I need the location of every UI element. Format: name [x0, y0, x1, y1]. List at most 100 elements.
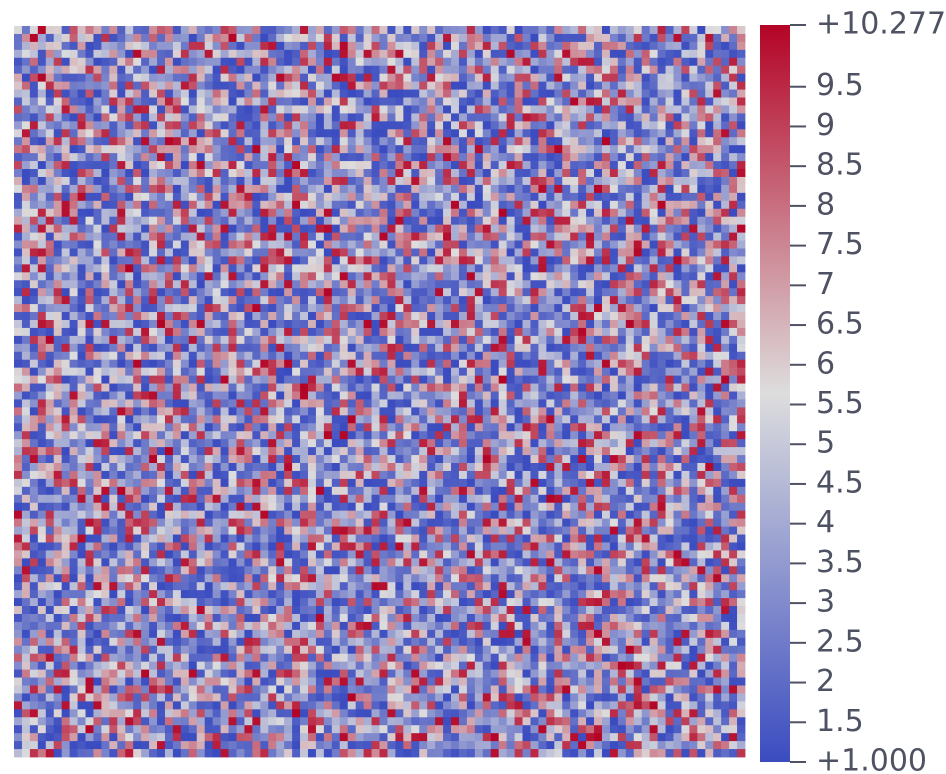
- cell: [21, 57, 31, 67]
- cell: [729, 176, 738, 186]
- cell: [307, 447, 317, 456]
- cell: [617, 248, 627, 257]
- cell: [737, 288, 746, 297]
- cell: [395, 288, 404, 297]
- cell: [586, 176, 595, 186]
- cell: [133, 176, 142, 186]
- cell: [673, 216, 682, 226]
- cell: [427, 288, 436, 297]
- cell: [172, 41, 182, 51]
- cell: [276, 312, 285, 321]
- cell: [673, 391, 682, 400]
- cell: [673, 208, 682, 218]
- cell: [260, 256, 269, 265]
- cell: [85, 26, 94, 35]
- cell: [379, 264, 388, 273]
- cell: [157, 192, 166, 202]
- cell: [149, 73, 158, 83]
- cell: [554, 81, 563, 90]
- cell: [125, 327, 134, 337]
- cell: [601, 312, 611, 321]
- cell: [212, 161, 221, 170]
- cell: [347, 264, 357, 273]
- cell: [522, 97, 531, 106]
- cell: [625, 272, 635, 281]
- cell: [363, 335, 372, 345]
- cell: [562, 81, 571, 90]
- cell: [371, 200, 380, 210]
- cell: [244, 288, 253, 297]
- cell: [276, 49, 285, 59]
- cell: [276, 391, 285, 400]
- cell: [204, 256, 214, 265]
- cell: [53, 272, 63, 281]
- cell: [578, 129, 587, 138]
- cell: [498, 304, 508, 313]
- cell: [594, 327, 603, 337]
- cell: [665, 431, 674, 440]
- cell: [157, 359, 166, 369]
- cell: [633, 208, 643, 218]
- cell: [188, 415, 198, 424]
- cell: [387, 399, 396, 408]
- cell: [705, 256, 714, 265]
- cell: [546, 41, 555, 51]
- cell: [633, 367, 643, 377]
- cell: [371, 208, 380, 218]
- cell: [435, 161, 444, 170]
- cell: [180, 161, 190, 170]
- cell: [721, 327, 730, 337]
- cell: [665, 121, 674, 130]
- cell: [339, 359, 349, 369]
- cell: [14, 129, 23, 138]
- cell: [149, 383, 158, 392]
- cell: [641, 224, 651, 233]
- cell: [625, 264, 635, 273]
- cell: [307, 256, 317, 265]
- cell: [427, 391, 436, 400]
- cell: [141, 224, 150, 233]
- cell: [204, 33, 214, 43]
- cell: [379, 423, 388, 432]
- cell: [474, 407, 484, 416]
- cell: [490, 216, 500, 226]
- cell: [133, 73, 142, 83]
- cell: [220, 304, 229, 313]
- cell: [466, 288, 476, 297]
- cell: [395, 145, 404, 154]
- cell: [149, 351, 158, 361]
- cell: [363, 169, 372, 178]
- cell: [363, 73, 372, 83]
- cell: [85, 367, 94, 377]
- cell: [522, 264, 531, 273]
- cell: [443, 256, 452, 265]
- cell: [172, 208, 182, 218]
- cell: [196, 192, 206, 202]
- cell: [21, 272, 31, 281]
- cell: [427, 264, 436, 273]
- cell: [164, 391, 174, 400]
- cell: [641, 89, 651, 98]
- cell: [141, 431, 150, 440]
- cell: [244, 256, 253, 265]
- cell: [673, 319, 682, 329]
- cell: [212, 216, 221, 226]
- cell: [458, 359, 468, 369]
- cell: [617, 383, 627, 392]
- cell: [657, 129, 666, 138]
- cell: [403, 145, 412, 154]
- cell: [141, 129, 150, 138]
- cell: [363, 312, 372, 321]
- cell: [713, 208, 722, 218]
- cell: [729, 65, 738, 75]
- cell: [411, 176, 420, 186]
- cell: [133, 407, 142, 416]
- cell: [61, 224, 71, 233]
- cell: [411, 216, 420, 226]
- cell: [14, 176, 23, 186]
- cell: [498, 113, 508, 122]
- cell: [466, 335, 476, 345]
- cell: [188, 105, 198, 114]
- cell: [633, 383, 643, 392]
- cell: [705, 200, 714, 210]
